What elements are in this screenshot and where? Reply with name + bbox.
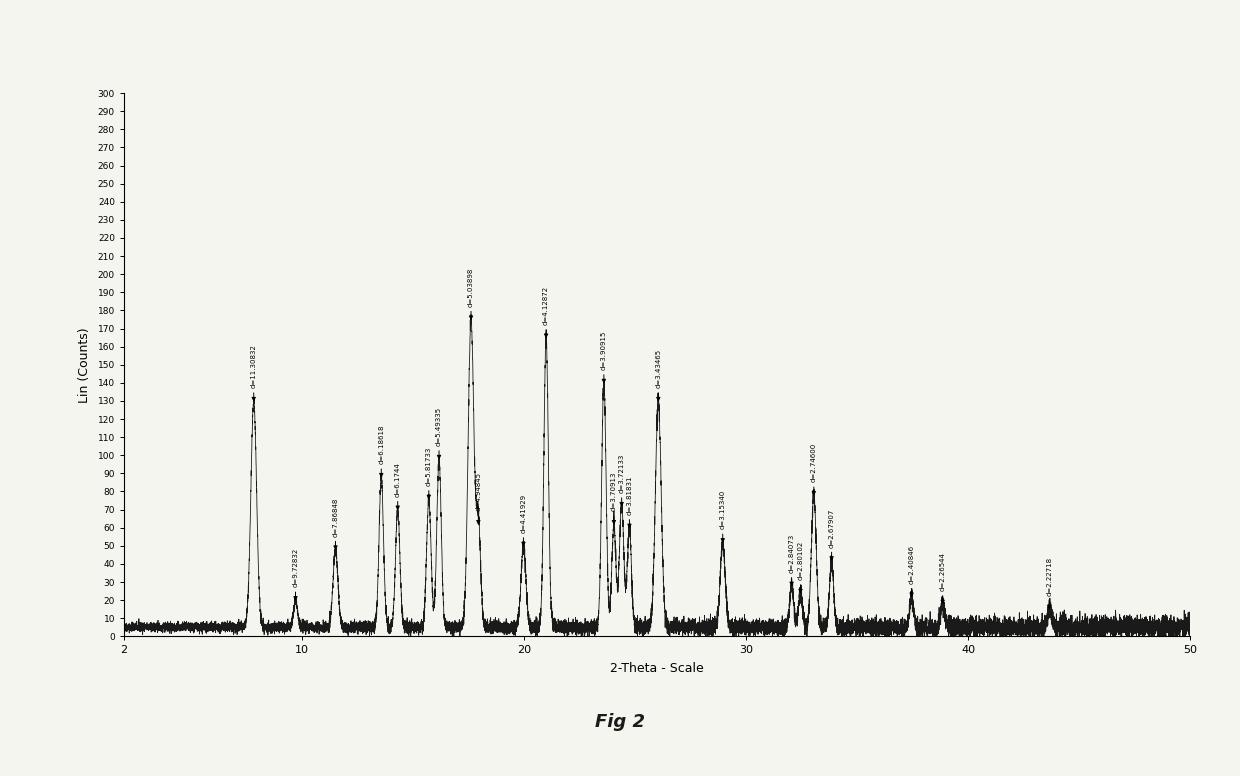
Text: d=6.18618: d=6.18618 [378,424,384,464]
Text: d=5.49335: d=5.49335 [436,407,441,446]
Text: d=9.72832: d=9.72832 [293,548,299,587]
Text: d=2.84073: d=2.84073 [789,534,795,573]
Text: d=11.30832: d=11.30832 [250,345,257,388]
Text: d=3.43465: d=3.43465 [655,349,661,388]
Text: d=2.80102: d=2.80102 [797,541,804,580]
Text: d=4.12872: d=4.12872 [543,286,549,325]
Text: d=4.41929: d=4.41929 [521,494,527,533]
Text: d=7.86848: d=7.86848 [332,497,339,537]
Y-axis label: Lin (Counts): Lin (Counts) [78,327,91,403]
Text: d=2.74600: d=2.74600 [811,443,817,483]
Text: d=6.1744: d=6.1744 [394,462,401,497]
Text: d=2.40846: d=2.40846 [909,545,915,584]
Text: d=5.03898: d=5.03898 [467,268,474,307]
Text: Fig 2: Fig 2 [595,712,645,731]
Text: d=3.72133: d=3.72133 [619,454,625,494]
Text: d=4.94845: d=4.94845 [475,473,481,511]
Text: d=3.15340: d=3.15340 [719,490,725,529]
Text: d=2.22718: d=2.22718 [1047,557,1053,597]
Text: d=2.67907: d=2.67907 [828,508,835,548]
Text: d=5.81733: d=5.81733 [425,447,432,486]
Text: d=3.90915: d=3.90915 [601,331,606,370]
X-axis label: 2-Theta - Scale: 2-Theta - Scale [610,662,704,675]
Text: d=2.26544: d=2.26544 [940,553,946,591]
Text: d=3.81831: d=3.81831 [626,476,632,515]
Text: d=3.70913: d=3.70913 [611,472,616,511]
